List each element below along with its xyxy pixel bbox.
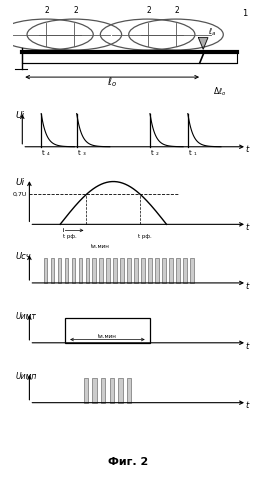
Bar — [141, 258, 145, 283]
Text: t: t — [245, 145, 249, 155]
Text: t: t — [245, 223, 249, 232]
Bar — [162, 258, 166, 283]
Bar — [121, 258, 124, 283]
Bar — [84, 378, 88, 403]
Text: tи.мин: tи.мин — [91, 244, 110, 249]
Bar — [148, 258, 152, 283]
Polygon shape — [198, 37, 208, 49]
Text: Ui: Ui — [15, 111, 24, 120]
Bar — [127, 378, 132, 403]
Text: t: t — [245, 401, 249, 410]
Bar — [71, 258, 75, 283]
Text: t рф.: t рф. — [138, 234, 152, 239]
Text: t ₃: t ₃ — [78, 150, 85, 156]
Text: 2: 2 — [146, 6, 151, 15]
Bar — [190, 258, 194, 283]
Text: Ui: Ui — [15, 178, 24, 187]
Text: Uсч: Uсч — [15, 252, 31, 261]
Text: 2: 2 — [45, 6, 50, 15]
Text: $\ell_o$: $\ell_o$ — [107, 76, 117, 89]
Bar — [44, 258, 47, 283]
Bar — [155, 258, 159, 283]
Bar — [99, 258, 103, 283]
Text: t: t — [245, 341, 249, 350]
Bar — [93, 378, 97, 403]
Bar — [106, 258, 110, 283]
Bar — [22, 51, 237, 63]
Text: tи.мин: tи.мин — [98, 334, 117, 339]
Bar — [110, 378, 114, 403]
Bar — [65, 318, 150, 343]
Text: t ₄: t ₄ — [42, 150, 50, 156]
Text: Uимт: Uимт — [15, 312, 36, 321]
Text: 1: 1 — [242, 9, 247, 18]
Text: t: t — [245, 281, 249, 290]
Bar — [113, 258, 117, 283]
Bar — [79, 258, 82, 283]
Text: 2: 2 — [175, 6, 180, 15]
Text: 2: 2 — [73, 6, 78, 15]
Text: Фиг. 2: Фиг. 2 — [108, 457, 149, 467]
Text: $\ell_a$: $\ell_a$ — [208, 26, 216, 38]
Bar — [183, 258, 187, 283]
Text: $\Delta\ell_o$: $\Delta\ell_o$ — [213, 86, 226, 98]
Bar — [51, 258, 54, 283]
Bar — [169, 258, 173, 283]
Bar — [101, 378, 105, 403]
Text: 0,7U: 0,7U — [13, 191, 27, 196]
Bar — [176, 258, 180, 283]
Text: t ₁: t ₁ — [189, 150, 196, 156]
Bar — [127, 258, 131, 283]
Text: t рф.: t рф. — [62, 234, 76, 239]
Bar — [118, 378, 123, 403]
Bar — [86, 258, 89, 283]
Bar — [65, 258, 68, 283]
Bar — [93, 258, 96, 283]
Bar — [58, 258, 61, 283]
Text: Uимп: Uимп — [15, 372, 36, 381]
Text: t ₂: t ₂ — [151, 150, 159, 156]
Bar — [134, 258, 138, 283]
